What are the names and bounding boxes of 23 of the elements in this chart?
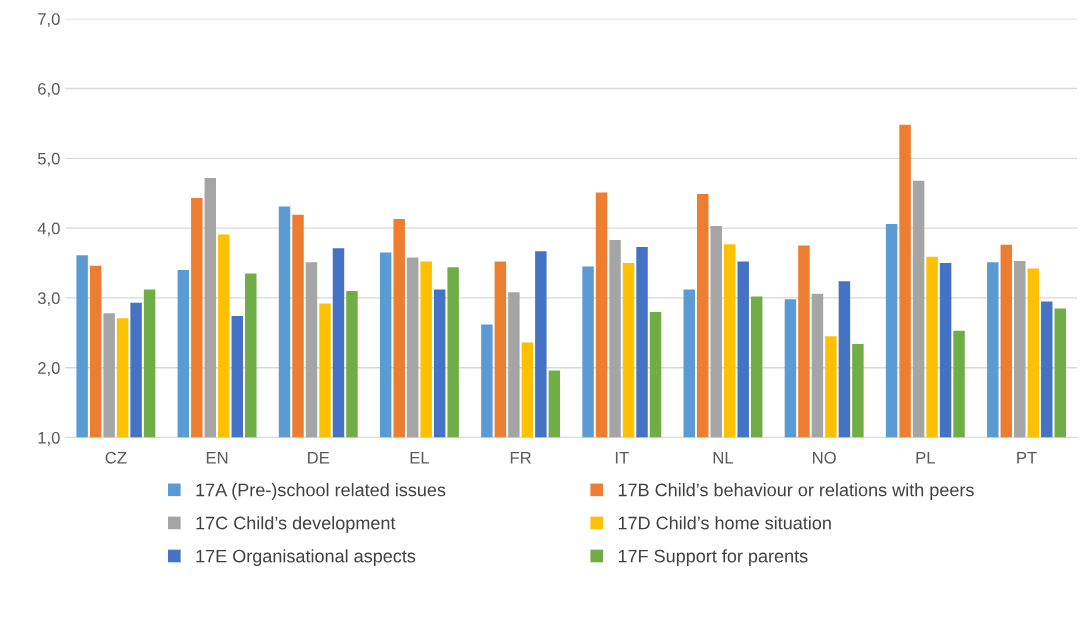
y-tick-label: 1,0 (38, 431, 60, 446)
y-tick-label: 6,0 (38, 82, 60, 97)
x-tick-label: NL (713, 452, 734, 464)
legend-label: 17D Child’s home situation (618, 516, 831, 530)
x-tick-label: CZ (105, 451, 127, 464)
x-tick-label: IT (615, 452, 629, 464)
legend-label: 17B Child’s behaviour or relations with peers (618, 483, 974, 500)
legend-label: 17A (Pre-)school related issues (196, 483, 446, 500)
y-tick-label: 7,0 (38, 13, 60, 27)
legend-label: 17F Support for parents (618, 549, 808, 567)
legend-label: 17E Organisational aspects (196, 549, 416, 567)
y-tick-label: 5,0 (37, 152, 60, 167)
x-tick-label: PL (916, 452, 935, 464)
x-tick-label: FR (510, 452, 531, 464)
y-tick-label: 2,0 (38, 362, 60, 376)
x-tick-label: NO (813, 451, 836, 464)
y-tick-label: 3,0 (37, 292, 60, 307)
x-tick-label: PT (1017, 452, 1037, 464)
x-tick-label: EN (206, 452, 228, 464)
legend-label: 17C Child’s development (196, 516, 396, 533)
x-tick-label: EL (410, 452, 430, 464)
y-tick-label: 4,0 (37, 222, 60, 237)
x-tick-label: DE (308, 452, 330, 464)
